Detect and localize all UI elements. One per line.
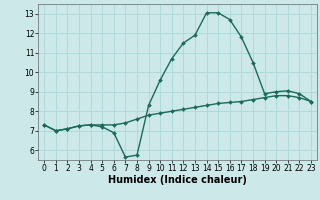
X-axis label: Humidex (Indice chaleur): Humidex (Indice chaleur) [108,175,247,185]
